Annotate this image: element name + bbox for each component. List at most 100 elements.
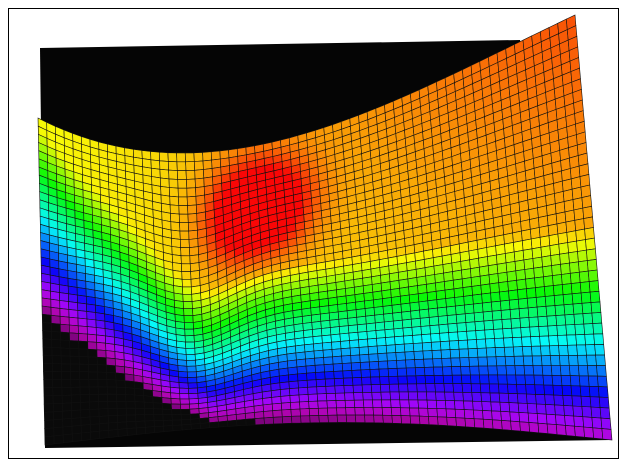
mesh-cell xyxy=(572,293,582,304)
mesh-cell xyxy=(329,312,339,320)
mesh-cell xyxy=(482,402,492,411)
mesh-cell xyxy=(280,389,290,397)
mesh-cell xyxy=(59,285,68,294)
mesh-cell xyxy=(355,408,365,416)
mesh-cell xyxy=(388,368,398,376)
mesh-cell xyxy=(523,356,533,366)
mesh-cell xyxy=(126,408,135,415)
mesh-cell xyxy=(391,296,401,305)
mesh-cell xyxy=(144,408,153,414)
mesh-cell xyxy=(501,411,511,421)
mesh-cell xyxy=(181,256,190,264)
mesh-cell xyxy=(281,403,291,411)
mesh-cell xyxy=(430,325,440,334)
mesh-cell xyxy=(96,335,105,343)
mesh-cell xyxy=(508,280,518,291)
mesh-cell xyxy=(390,392,400,400)
mesh-cell xyxy=(171,398,180,404)
mesh-cell xyxy=(584,427,594,438)
mesh-cell xyxy=(78,303,87,312)
mesh-cell xyxy=(503,328,513,338)
mesh-cell xyxy=(572,396,582,407)
mesh-cell xyxy=(574,416,584,427)
mesh-cell xyxy=(574,314,584,325)
mesh-cell xyxy=(558,335,568,345)
mesh-cell xyxy=(562,386,572,396)
mesh-cell xyxy=(536,394,546,404)
mesh-cell xyxy=(375,322,385,331)
mesh-cell xyxy=(98,387,107,394)
mesh-cell xyxy=(125,374,134,382)
mesh-cell xyxy=(490,283,500,293)
mesh-cell xyxy=(136,421,145,428)
mesh-cell xyxy=(502,420,512,430)
mesh-cell xyxy=(187,372,196,378)
mesh-cell xyxy=(591,407,601,418)
mesh-cell xyxy=(498,384,508,393)
mesh-cell xyxy=(416,376,426,384)
mesh-cell xyxy=(80,394,89,402)
mesh-cell xyxy=(467,340,477,349)
mesh-cell xyxy=(589,386,599,397)
mesh-cell xyxy=(245,412,255,419)
mesh-cell xyxy=(599,397,609,408)
mesh-cell xyxy=(135,395,144,402)
mesh-cell xyxy=(546,414,556,424)
mesh-cell xyxy=(185,329,194,336)
mesh-cell xyxy=(417,276,427,286)
mesh-cell xyxy=(510,309,520,319)
mesh-cell xyxy=(584,324,594,335)
mesh-cell xyxy=(345,400,355,408)
mesh-cell xyxy=(162,403,172,409)
mesh-cell xyxy=(485,339,495,349)
mesh-cell xyxy=(295,338,305,346)
mesh-cell xyxy=(404,335,414,344)
mesh-cell xyxy=(499,393,509,403)
mesh-cell xyxy=(322,342,332,350)
mesh-cell xyxy=(484,320,494,330)
mesh-cell xyxy=(498,375,508,384)
mesh-cell xyxy=(429,317,439,326)
mesh-cell xyxy=(153,403,163,409)
mesh-cell xyxy=(464,410,474,419)
mesh-cell xyxy=(547,424,557,435)
mesh-cell xyxy=(54,435,63,444)
mesh-cell xyxy=(585,228,595,240)
mesh-cell xyxy=(54,427,63,436)
mesh-cell xyxy=(546,404,556,414)
mesh-cell xyxy=(327,401,337,408)
mesh-cell xyxy=(431,342,441,351)
mesh-cell xyxy=(415,367,425,375)
mesh-cell xyxy=(189,399,199,405)
mesh-cell xyxy=(52,339,61,348)
mesh-cell xyxy=(338,311,348,320)
mesh-cell xyxy=(172,247,181,256)
mesh-cell xyxy=(186,162,195,171)
mesh-cell xyxy=(89,387,98,395)
mesh-cell xyxy=(347,302,357,311)
mesh-cell xyxy=(517,384,527,394)
mesh-cell xyxy=(314,350,324,358)
mesh-cell xyxy=(520,422,530,432)
mesh-cell xyxy=(559,243,569,255)
mesh-cell xyxy=(445,392,455,401)
mesh-cell xyxy=(181,248,190,256)
mesh-cell xyxy=(585,334,595,345)
mesh-cell xyxy=(569,366,579,376)
mesh-cell xyxy=(594,334,604,345)
mesh-cell xyxy=(475,321,485,331)
mesh-cell xyxy=(127,421,137,428)
mesh-cell xyxy=(304,344,314,352)
mesh-cell xyxy=(553,285,563,296)
mesh-cell xyxy=(200,423,210,429)
mesh-cell xyxy=(90,402,99,410)
mesh-cell xyxy=(582,303,592,314)
mesh-cell xyxy=(515,366,525,376)
mesh-cell xyxy=(488,366,498,375)
mesh-cell xyxy=(538,423,548,433)
mesh-cell xyxy=(81,417,90,425)
mesh-cell xyxy=(390,280,400,289)
mesh-cell xyxy=(506,261,516,272)
mesh-cell xyxy=(273,417,283,424)
mesh-cell xyxy=(602,429,612,440)
